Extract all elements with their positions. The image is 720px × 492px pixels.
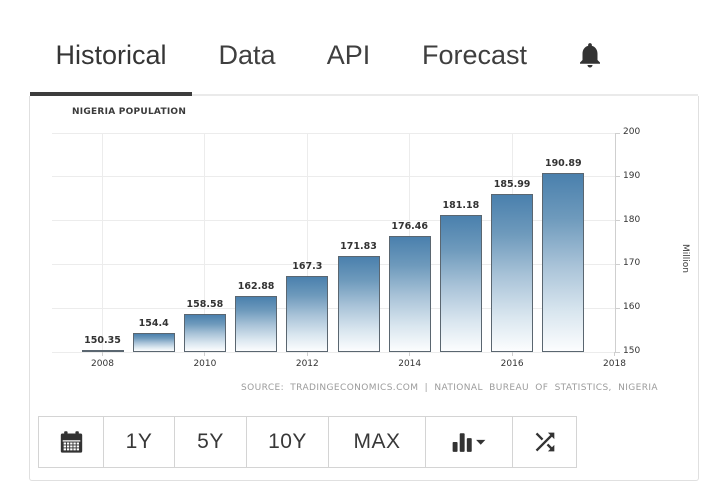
y-axis-tick (615, 351, 620, 353)
bar-2012 (286, 276, 329, 352)
y-axis-tick (615, 132, 620, 134)
bar-value-label: 171.83 (340, 241, 377, 253)
tab-historical[interactable]: Historical (55, 39, 167, 70)
chart-type-button[interactable] (425, 416, 513, 468)
x-axis-label: 2018 (603, 359, 626, 369)
shuffle-icon (531, 428, 559, 456)
gridline-horizontal (52, 307, 615, 309)
y-axis-label: 190 (623, 170, 641, 181)
x-axis-tick (614, 352, 615, 356)
y-axis-tick (615, 220, 620, 222)
x-axis-tick (306, 352, 308, 356)
bar-2011 (235, 295, 278, 352)
x-axis-tick (409, 352, 411, 356)
bar-2015 (439, 215, 482, 352)
tabbar-divider (30, 94, 698, 96)
tab-data[interactable]: Data (218, 39, 276, 70)
y-axis-label: 200 (623, 127, 641, 137)
tab-forecast[interactable]: Forecast (421, 39, 528, 70)
gridline-horizontal (52, 220, 615, 222)
gridline-vertical (306, 133, 308, 352)
x-axis-label: 2016 (500, 359, 524, 369)
range-max-button[interactable]: MAX (328, 416, 426, 468)
bar-2017 (542, 172, 585, 352)
bar-value-label: 154.4 (138, 317, 169, 329)
shuffle-button[interactable] (512, 416, 577, 468)
bar-2010 (183, 314, 226, 352)
bar-value-label: 158.58 (186, 299, 224, 311)
y-axis-label: 170 (623, 258, 641, 269)
y-axis-label: 150 (623, 346, 641, 356)
y-axis-label: 180 (623, 214, 641, 225)
gridline-horizontal (52, 132, 615, 134)
bar-value-label: 190.89 (544, 157, 582, 169)
gridline-horizontal (52, 263, 615, 265)
gridline-horizontal (52, 176, 615, 178)
y-axis-tick (615, 263, 620, 265)
y-axis-tick (615, 176, 620, 178)
gridline-horizontal (52, 351, 615, 353)
bar-value-label: 181.18 (442, 200, 480, 212)
x-axis-label: 2010 (193, 359, 217, 369)
gridline-vertical (102, 133, 103, 352)
gridline-vertical (204, 133, 206, 352)
bar-value-label: 150.35 (84, 335, 121, 347)
x-axis-tick (511, 352, 513, 356)
x-axis-tick (102, 352, 103, 356)
chart-title: NIGERIA POPULATION (72, 107, 187, 117)
range-1y-button[interactable]: 1Y (103, 416, 175, 468)
bar-2013 (337, 256, 380, 352)
bar-value-label: 162.88 (237, 280, 275, 292)
source-attribution: SOURCE: TRADINGECONOMICS.COM | NATIONAL … (241, 383, 658, 393)
bar-value-label: 185.99 (493, 179, 531, 191)
x-axis-label: 2012 (295, 359, 319, 369)
bar-2014 (388, 236, 431, 352)
bar-2016 (491, 194, 534, 352)
tab-api[interactable]: API (326, 39, 371, 70)
bell-icon (575, 39, 605, 71)
notifications-button[interactable] (554, 39, 626, 71)
bar-value-label: 176.46 (391, 221, 429, 233)
x-axis-label: 2014 (398, 359, 422, 369)
bar-value-label: 167.3 (292, 261, 323, 273)
bar-2009 (132, 332, 175, 352)
x-axis-tick (204, 352, 206, 356)
chart-card: NIGERIA POPULATION 150 160 170 180 190 200 200… (29, 96, 699, 481)
bar-2008 (81, 350, 124, 352)
calendar-button[interactable] (38, 416, 104, 468)
bar-chart-dropdown-icon (449, 430, 489, 454)
plot-area: 150 160 170 180 190 200 2008 2010 2012 2014 2016 20… (52, 127, 640, 369)
y-axis-tick (615, 307, 620, 309)
y-axis-unit-label: Million (680, 244, 690, 273)
chart-toolbar: 1Y 5Y 10Y MAX (38, 416, 577, 468)
calendar-icon (58, 429, 85, 456)
active-tab-underline (30, 92, 192, 96)
tab-bar: Historical Data API Forecast (0, 0, 720, 97)
range-5y-button[interactable]: 5Y (174, 416, 247, 468)
range-10y-button[interactable]: 10Y (246, 416, 329, 468)
x-axis-label: 2008 (91, 359, 114, 369)
y-axis-label: 160 (623, 302, 641, 313)
